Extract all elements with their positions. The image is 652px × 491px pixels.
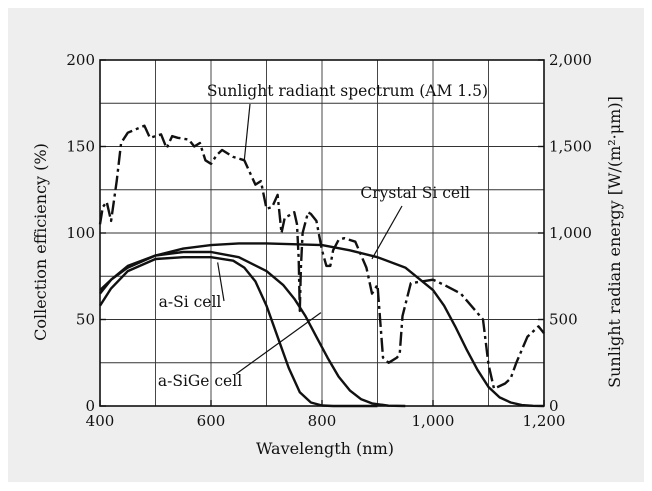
y-right-tick-label: 2,000	[549, 51, 592, 69]
y-left-tick-label: 100	[66, 224, 95, 242]
y-axis-right-title: Sunlight radian energy [W/(m²·μm)]	[605, 96, 624, 388]
x-tick-label: 1,000	[412, 412, 455, 430]
annotation-label: Crystal Si cell	[360, 184, 470, 202]
y-left-tick-label: 0	[85, 397, 95, 415]
axis-ticks: 400 600 800 1,000 1,20005010015020005001,000…	[66, 51, 592, 430]
series-group	[98, 124, 545, 408]
series-line-crystal-si-cell	[99, 242, 545, 408]
annotation-leader	[217, 262, 225, 302]
y-left-tick-label: 200	[66, 51, 95, 69]
y-left-tick-label: 50	[76, 311, 95, 329]
annotation-label: Sunlight radiant spectrum (AM 1.5)	[207, 82, 488, 100]
annotation-label: a-SiGe cell	[158, 372, 242, 390]
chart-figure: 400 600 800 1,000 1,200 0 50 100 150 200 0 500 1,000…	[8, 8, 644, 482]
x-tick-label: 1,200	[523, 412, 566, 430]
y-right-tick-label: 500	[549, 311, 578, 329]
chart-svg: 400 600 800 1,000 1,20005010015020005001,000…	[31, 51, 624, 458]
x-tick-label: 600	[197, 412, 226, 430]
annotation-label: a-Si cell	[159, 293, 222, 311]
y-right-tick-label: 1,000	[549, 224, 592, 242]
grid-lines	[100, 60, 544, 406]
annotation-leader	[371, 205, 403, 260]
y-left-tick-label: 150	[66, 138, 95, 156]
x-axis-title: Wavelength (nm)	[256, 439, 394, 458]
annotations: Sunlight radiant spectrum (AM 1.5) Crysta…	[158, 82, 488, 390]
annotation-leader	[235, 312, 322, 375]
annotation-leader	[243, 103, 251, 161]
y-right-tick-label: 1,500	[549, 138, 592, 156]
series-line-sunlight-radiant-spectrum-am-1-5	[98, 124, 545, 390]
y-axis-left-title: Collection efficiency (%)	[31, 143, 50, 341]
x-tick-label: 400	[86, 412, 115, 430]
y-right-tick-label: 0	[549, 397, 559, 415]
x-tick-label: 800	[308, 412, 337, 430]
